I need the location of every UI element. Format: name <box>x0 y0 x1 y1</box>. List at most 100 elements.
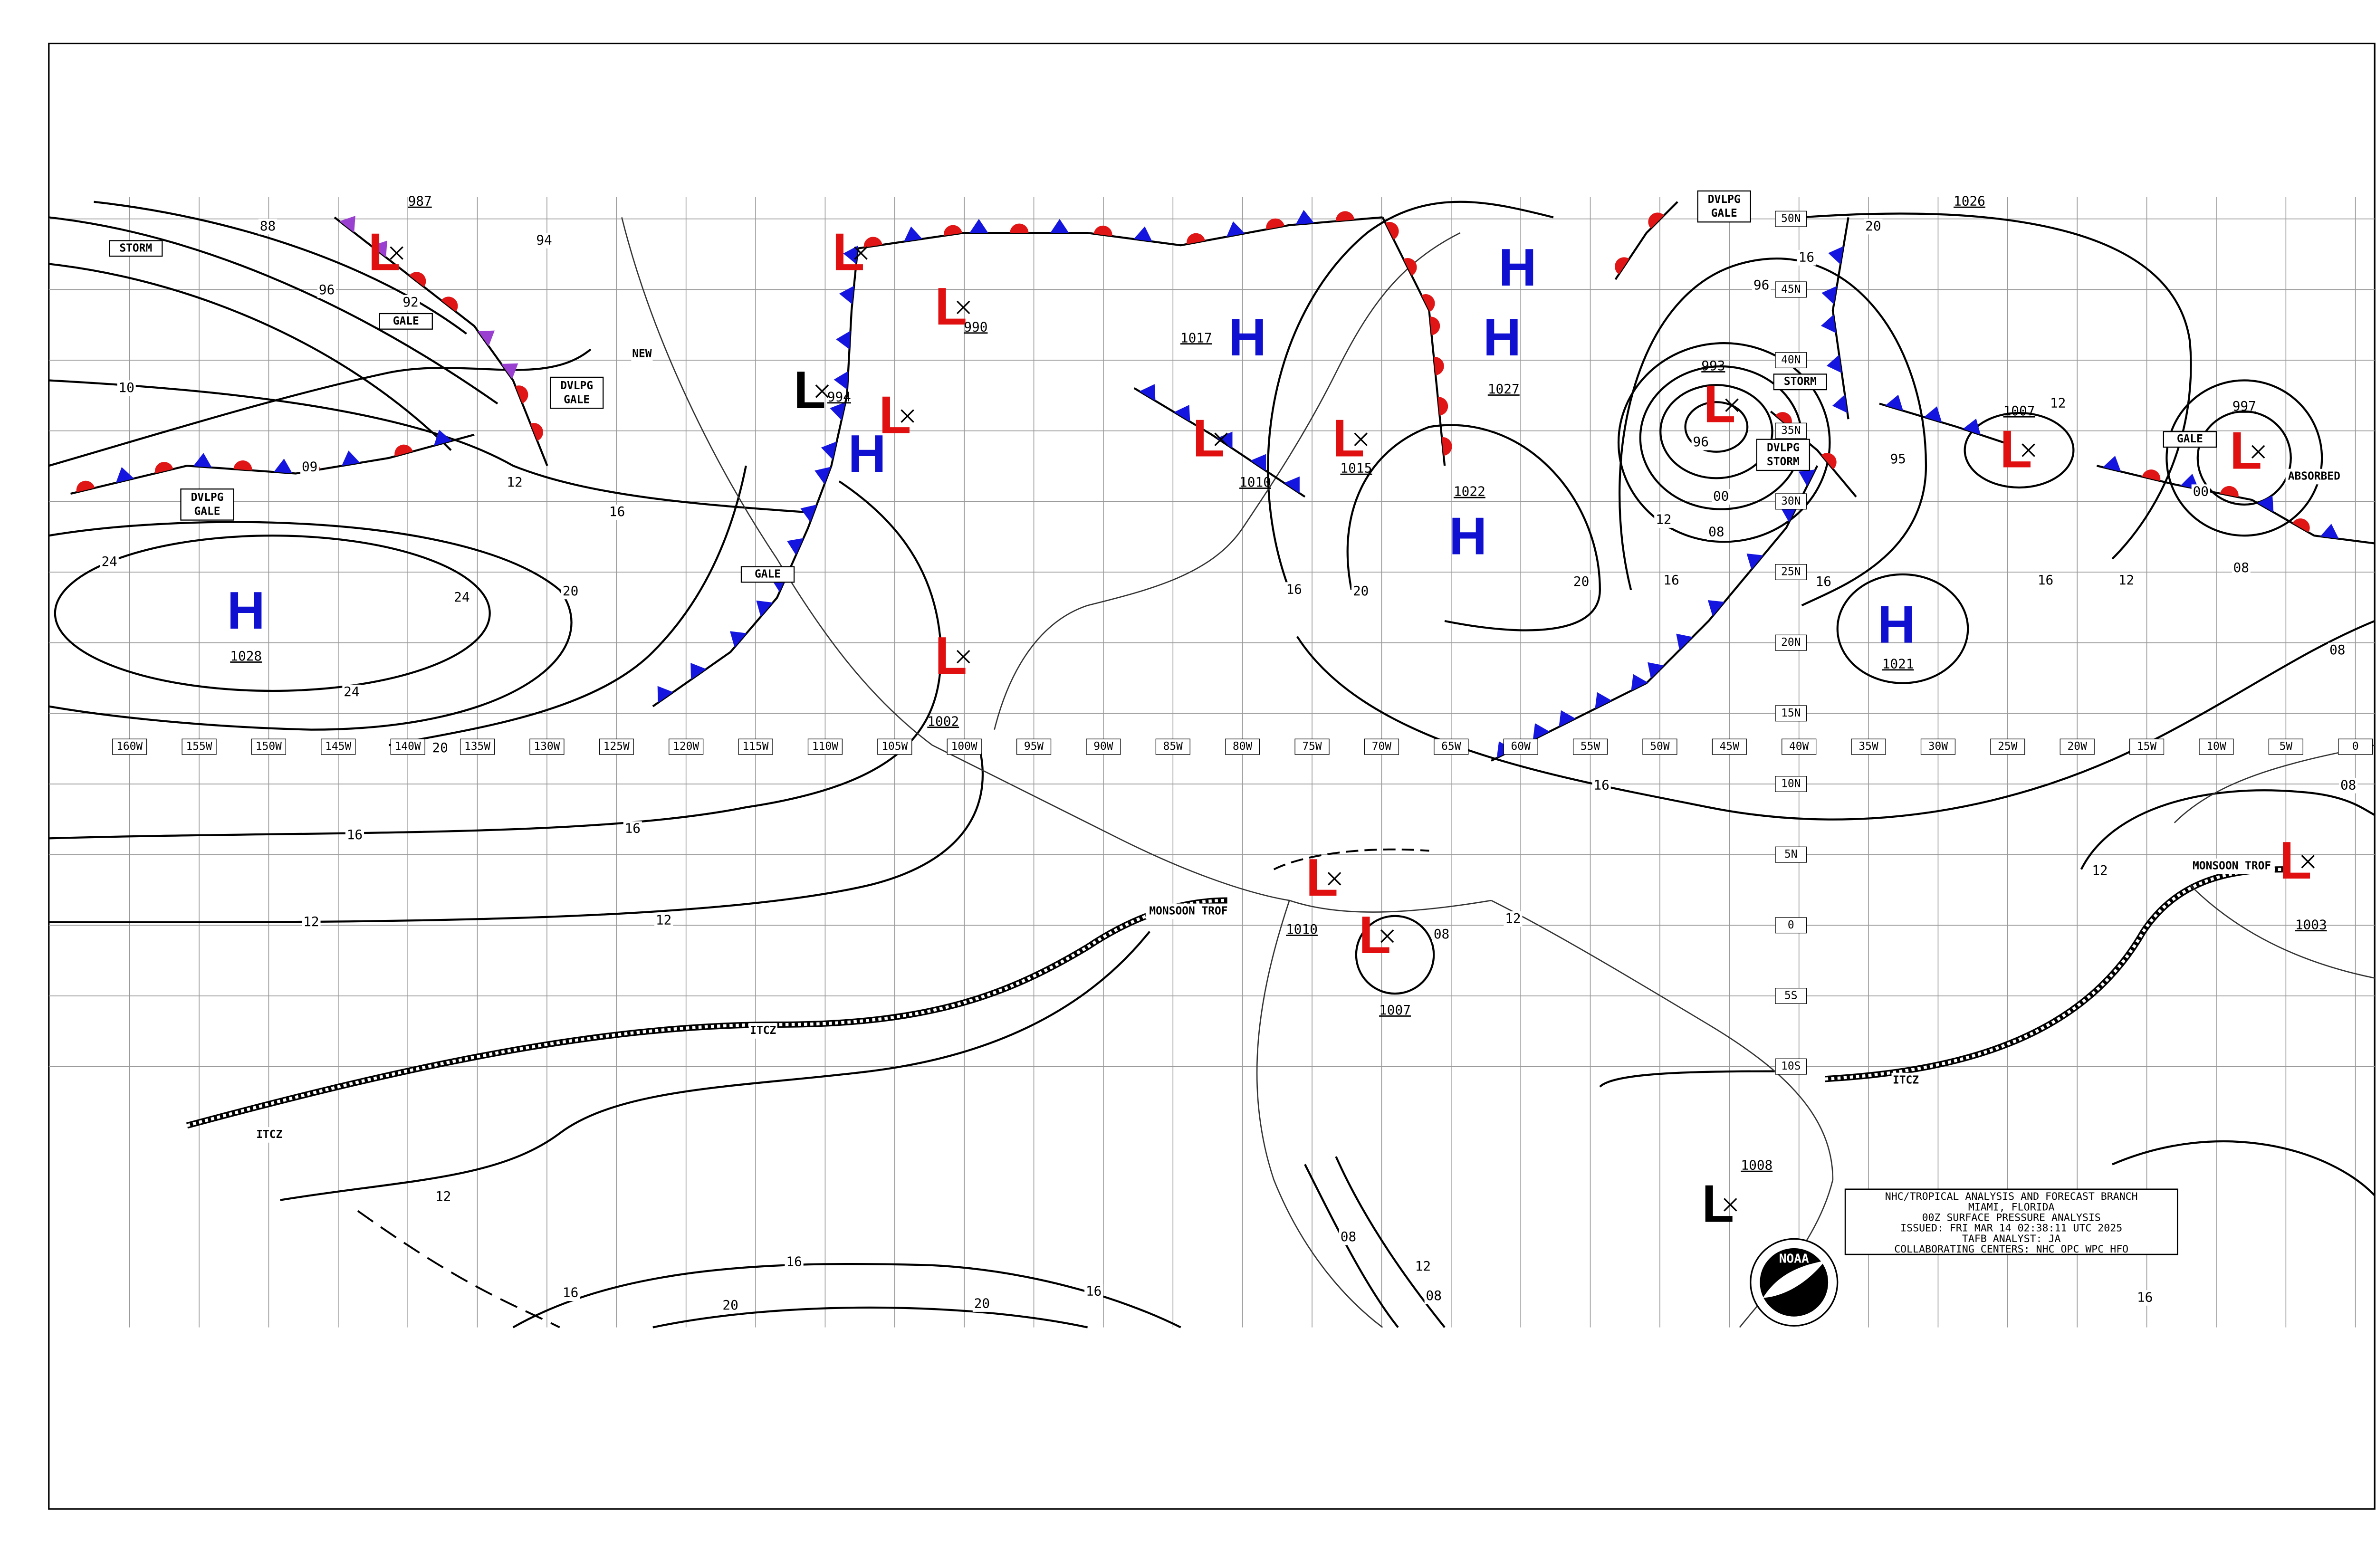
front-line <box>857 216 1383 249</box>
lon-label-bg <box>1086 738 1121 755</box>
center-value: 987 <box>408 193 432 209</box>
longitude-label: 110W <box>812 740 838 753</box>
longitude-label: 115W <box>743 740 769 753</box>
lon-label-bg <box>390 738 425 755</box>
feature-label: DVLPG GALE <box>560 379 593 405</box>
cold-front-symbol <box>339 216 355 233</box>
isobar-label: 08 <box>1708 524 1724 540</box>
latitude-label: 30N <box>1781 495 1801 507</box>
title-line: NHC/TROPICAL ANALYSIS AND FORECAST BRANC… <box>1885 1191 2138 1203</box>
center-value: 990 <box>964 319 987 335</box>
cold-front-symbol <box>1217 431 1233 449</box>
cold-front-symbol <box>1533 723 1550 740</box>
isobar-label: 96 <box>1693 434 1708 449</box>
feature-box <box>1697 190 1751 223</box>
isobar-label-bg <box>401 295 420 311</box>
warm-front-symbol <box>1821 453 1837 469</box>
feature-label: MONSOON TROF <box>1149 905 1227 917</box>
center-x <box>1354 432 1368 446</box>
cold-front-symbol <box>839 286 854 305</box>
title-block: NHC/TROPICAL ANALYSIS AND FORECAST BRANC… <box>1844 1188 2178 1255</box>
isobar-label-bg <box>258 219 278 235</box>
pressure-center: H <box>1483 307 1521 367</box>
itcz <box>1825 866 2283 1082</box>
longitude-label: 160W <box>116 740 143 753</box>
lon-label-bg <box>1434 738 1469 755</box>
isobar <box>1801 212 2192 560</box>
isobar-label-bg <box>1284 582 1303 598</box>
isobar-label: 96 <box>319 282 335 297</box>
cold-front-symbol <box>800 504 817 522</box>
cold-front-symbol <box>1707 600 1725 616</box>
labels: 160W 155W 150W 145W 140W 135W 130W 125W 120W 115W… <box>100 190 2373 1314</box>
latitude-label: 15N <box>1781 707 1801 719</box>
center-x <box>1725 398 1739 412</box>
isobar-label-bg <box>1752 277 1771 294</box>
cold-front-symbol <box>730 631 747 648</box>
cold-front-symbol <box>1828 246 1844 265</box>
isobar-label: 12 <box>2050 395 2066 411</box>
isobar-label-bg <box>431 740 450 756</box>
feature-box <box>109 240 163 257</box>
isobar-label-bg <box>721 1298 740 1314</box>
longitude-label: 50W <box>1650 740 1670 753</box>
pressure-center: H <box>1228 307 1266 367</box>
center-x <box>2022 443 2035 457</box>
center-value: 1022 <box>1454 484 1485 499</box>
center-value: 1017 <box>1180 330 1212 345</box>
lat-label-bg <box>1775 352 1807 369</box>
title-box <box>1844 1188 2178 1255</box>
lat-label-bg <box>1775 634 1807 651</box>
isobar-label-bg <box>1691 434 1710 450</box>
warm-front-symbol <box>409 272 426 287</box>
cold-front-symbol <box>1746 553 1763 570</box>
center-x <box>1724 1198 1737 1212</box>
longitude-label: 30W <box>1928 740 1948 753</box>
lon-label-bg <box>877 738 912 755</box>
isobar-label-bg <box>342 684 361 700</box>
lon-label-bg <box>1294 738 1330 755</box>
feature-label: DVLPG GALE <box>1708 193 1741 219</box>
isobar <box>1684 401 1749 453</box>
isobar-label-bg <box>505 475 524 491</box>
isobar-label: 24 <box>454 589 469 605</box>
longitude-label: 85W <box>1163 740 1183 753</box>
isobar-label-bg <box>1592 777 1611 794</box>
lon-label-bg <box>1572 738 1608 755</box>
isobar-label-bg <box>317 282 336 298</box>
logo-text: NOAA <box>1779 1252 1809 1266</box>
feature-label: DVLPG STORM <box>1767 441 1800 468</box>
cold-front-symbol <box>1595 692 1612 709</box>
longitude-label: 145W <box>325 740 351 753</box>
warm-front-symbol <box>233 460 252 470</box>
longitude-label: 15W <box>2137 740 2157 753</box>
isobar-label-bg <box>2328 642 2347 659</box>
trough <box>357 1210 560 1329</box>
isobar-label-bg <box>2049 396 2068 411</box>
isobar-label: 16 <box>1816 574 1831 589</box>
isobar-label-bg <box>1814 574 1833 590</box>
title-line: COLLABORATING CENTERS: NHC OPC WPC HFO <box>1894 1243 2128 1255</box>
warm-front-symbol <box>441 296 458 312</box>
isobar-label-bg <box>2191 484 2210 500</box>
longitude-label: 155W <box>186 740 212 753</box>
longitude-label: 35W <box>1859 740 1878 753</box>
warm-front-symbol <box>394 444 413 457</box>
isobar-label: 12 <box>1656 512 1671 527</box>
longitude-label: 95W <box>1024 740 1044 753</box>
warm-front-symbol <box>1434 356 1444 376</box>
warm-front-symbol <box>1429 316 1440 335</box>
center-x <box>2251 445 2265 459</box>
cold-front-symbol <box>1631 674 1648 691</box>
latitude-label: 45N <box>1781 283 1801 296</box>
warm-front-symbol <box>863 237 882 248</box>
coastline <box>994 232 1461 730</box>
isobar <box>48 216 498 405</box>
warm-front-symbol <box>2142 469 2161 481</box>
isobar-label: 95 <box>1890 451 1906 467</box>
center-value: 1015 <box>1340 460 1372 476</box>
pressure-center: H <box>227 581 265 640</box>
feature-label: GALE <box>2177 433 2203 445</box>
isobar <box>1836 573 1969 684</box>
feature-box <box>1756 439 1811 471</box>
